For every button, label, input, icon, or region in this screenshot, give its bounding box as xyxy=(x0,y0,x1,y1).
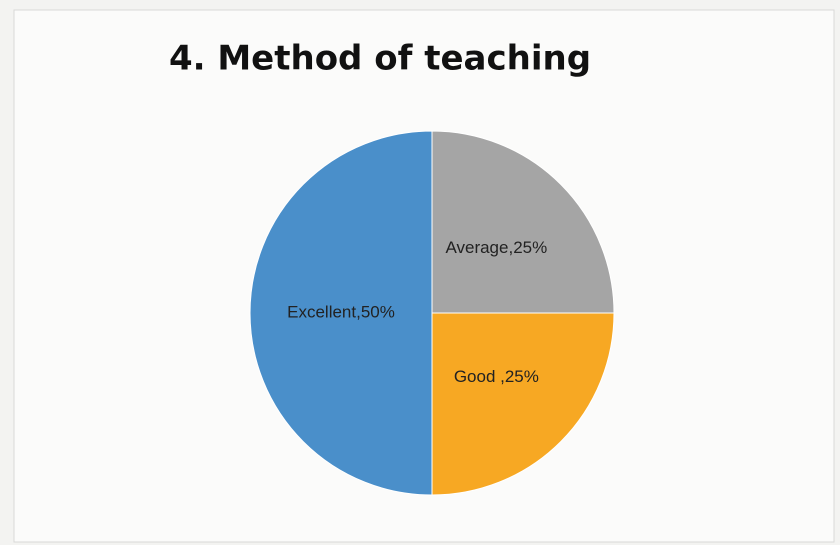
chart-title: 4. Method of teaching xyxy=(169,39,591,79)
data-label: Average,25% xyxy=(445,238,547,257)
pie-slice xyxy=(431,312,615,496)
data-label: Good ,25% xyxy=(454,367,539,386)
data-label: Excellent,50% xyxy=(287,302,395,321)
pie-slice xyxy=(431,130,615,314)
pie-slice xyxy=(249,130,433,496)
